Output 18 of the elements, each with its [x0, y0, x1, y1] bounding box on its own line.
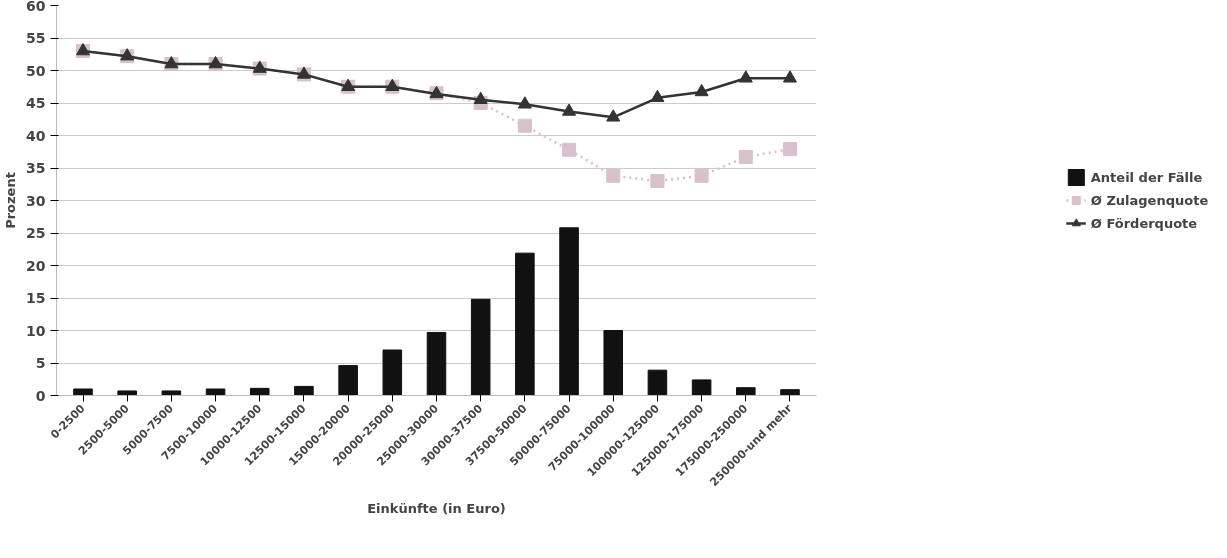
y-tick-label: 50	[26, 62, 46, 79]
y-tick-label: 20	[26, 257, 46, 274]
y-tick-label: 55	[26, 30, 46, 46]
y-tick-label: 60	[26, 0, 46, 14]
y-axis-title: Prozent	[3, 172, 19, 229]
y-tick-label: 40	[26, 127, 46, 144]
legend-label: Ø Förderquote	[1090, 215, 1198, 231]
y-tick-label: 15	[26, 290, 46, 306]
y-tick-label: 30	[26, 192, 46, 209]
y-tick-label: 10	[26, 322, 46, 339]
y-tick-label: 45	[26, 95, 46, 111]
y-tick-label: 25	[26, 225, 46, 241]
y-tick-label: 0	[35, 387, 46, 404]
y-tick-label: 5	[35, 355, 46, 371]
x-axis-title: Einkünfte (in Euro)	[367, 501, 506, 517]
y-tick-label: 35	[26, 160, 46, 176]
legend-label: Ø Zulagenquote	[1090, 192, 1209, 208]
legend-label: Anteil der Fälle	[1090, 169, 1203, 185]
